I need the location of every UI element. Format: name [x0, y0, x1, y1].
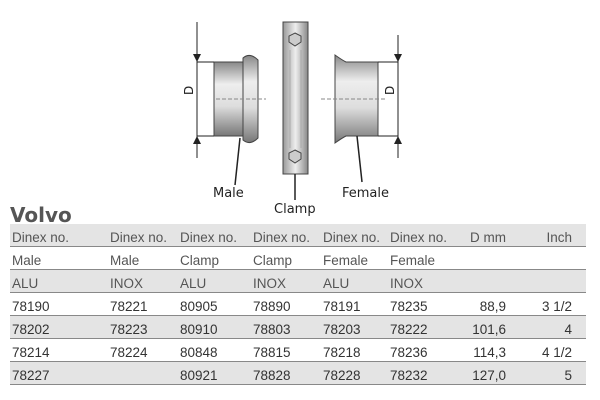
header-cell: Dinex no. — [180, 230, 238, 245]
table-cell: 80848 — [180, 345, 218, 360]
table-cell: 78218 — [323, 345, 361, 360]
table-cell: 80910 — [180, 322, 218, 337]
dimension-label: D — [182, 86, 196, 95]
table-cell: 4 1/2 — [541, 345, 572, 360]
header-cell: Dinex no. — [110, 230, 168, 245]
table-header-row: Male Male Clamp Clamp Female Female — [10, 247, 586, 270]
brand-title: Volvo — [10, 203, 72, 227]
header-cell: Dinex no. — [253, 230, 311, 245]
table-cell: 78222 — [390, 322, 428, 337]
table-cell: 4 — [564, 322, 572, 337]
table-cell: 3 1/2 — [541, 299, 572, 314]
table-cell: 5 — [564, 368, 572, 383]
header-cell: INOX — [390, 276, 424, 291]
header-cell: Dinex no. — [323, 230, 381, 245]
table-cell: 78828 — [253, 368, 291, 383]
table-cell: 78223 — [110, 322, 148, 337]
table-cell: 78815 — [253, 345, 291, 360]
table-cell: 78236 — [390, 345, 428, 360]
table-row: 78227 80921 78828 78228 78232 127,0 5 — [10, 362, 586, 385]
male-label: Male — [213, 186, 244, 201]
header-cell: D mm — [470, 230, 506, 245]
header-cell: ALU — [323, 276, 350, 291]
header-cell: Dinex no. — [12, 230, 70, 245]
header-cell: Inch — [546, 230, 572, 245]
table-cell: 127,0 — [472, 368, 506, 383]
table-cell: 80905 — [180, 299, 218, 314]
table-cell: 78221 — [110, 299, 148, 314]
header-cell: Female — [323, 253, 369, 268]
header-cell: Clamp — [253, 253, 293, 268]
parts-table: Dinex no. Dinex no. Dinex no. Dinex no. Dine… — [10, 224, 586, 385]
dimension-right: D — [378, 35, 402, 158]
header-cell: Male — [12, 253, 42, 268]
table-row: 78214 78224 80848 78815 78218 78236 114,3 4 1/2 — [10, 339, 586, 362]
table-row: 78190 78221 80905 78890 78191 78235 88,9 3 1/2 — [10, 293, 586, 316]
dimension-left: D — [182, 22, 214, 158]
bolt-icon — [288, 149, 302, 164]
coupling-diagram: D D — [182, 21, 402, 200]
table-cell: 80921 — [180, 368, 218, 383]
header-cell: Female — [390, 253, 436, 268]
table-cell: 78203 — [323, 322, 361, 337]
header-cell: INOX — [253, 276, 287, 291]
table-cell: 78214 — [12, 345, 50, 360]
header-cell: Dinex no. — [390, 230, 448, 245]
table-header-row: ALU INOX ALU INOX ALU INOX — [10, 270, 586, 293]
header-cell: ALU — [180, 276, 207, 291]
table-row: 78202 78223 80910 78803 78203 78222 101,6 4 — [10, 316, 586, 339]
dimension-label: D — [383, 86, 397, 95]
table-cell: 78191 — [323, 299, 361, 314]
table-cell: 78890 — [253, 299, 291, 314]
header-cell: Clamp — [180, 253, 220, 268]
table-cell: 114,3 — [473, 345, 506, 360]
clamp-part — [282, 21, 309, 200]
table-cell: 78190 — [12, 299, 50, 314]
table-cell: 88,9 — [479, 299, 506, 314]
female-label: Female — [342, 186, 390, 201]
bolt-icon — [288, 32, 302, 47]
table-cell: 78235 — [390, 299, 428, 314]
clamp-label: Clamp — [274, 202, 316, 217]
header-cell: Male — [110, 253, 140, 268]
table-cell: 78224 — [110, 345, 148, 360]
male-part — [213, 54, 266, 186]
table-header-row: Dinex no. Dinex no. Dinex no. Dinex no. Dine… — [10, 224, 586, 247]
table-cell: 78202 — [12, 322, 50, 337]
table-cell: 78803 — [253, 322, 291, 337]
table-cell: 78227 — [12, 368, 50, 383]
header-cell: ALU — [12, 276, 39, 291]
table-cell: 101,6 — [472, 322, 506, 337]
female-part — [321, 54, 386, 183]
table-cell: 78228 — [323, 368, 361, 383]
header-cell: INOX — [110, 276, 144, 291]
table-cell: 78232 — [390, 368, 428, 383]
